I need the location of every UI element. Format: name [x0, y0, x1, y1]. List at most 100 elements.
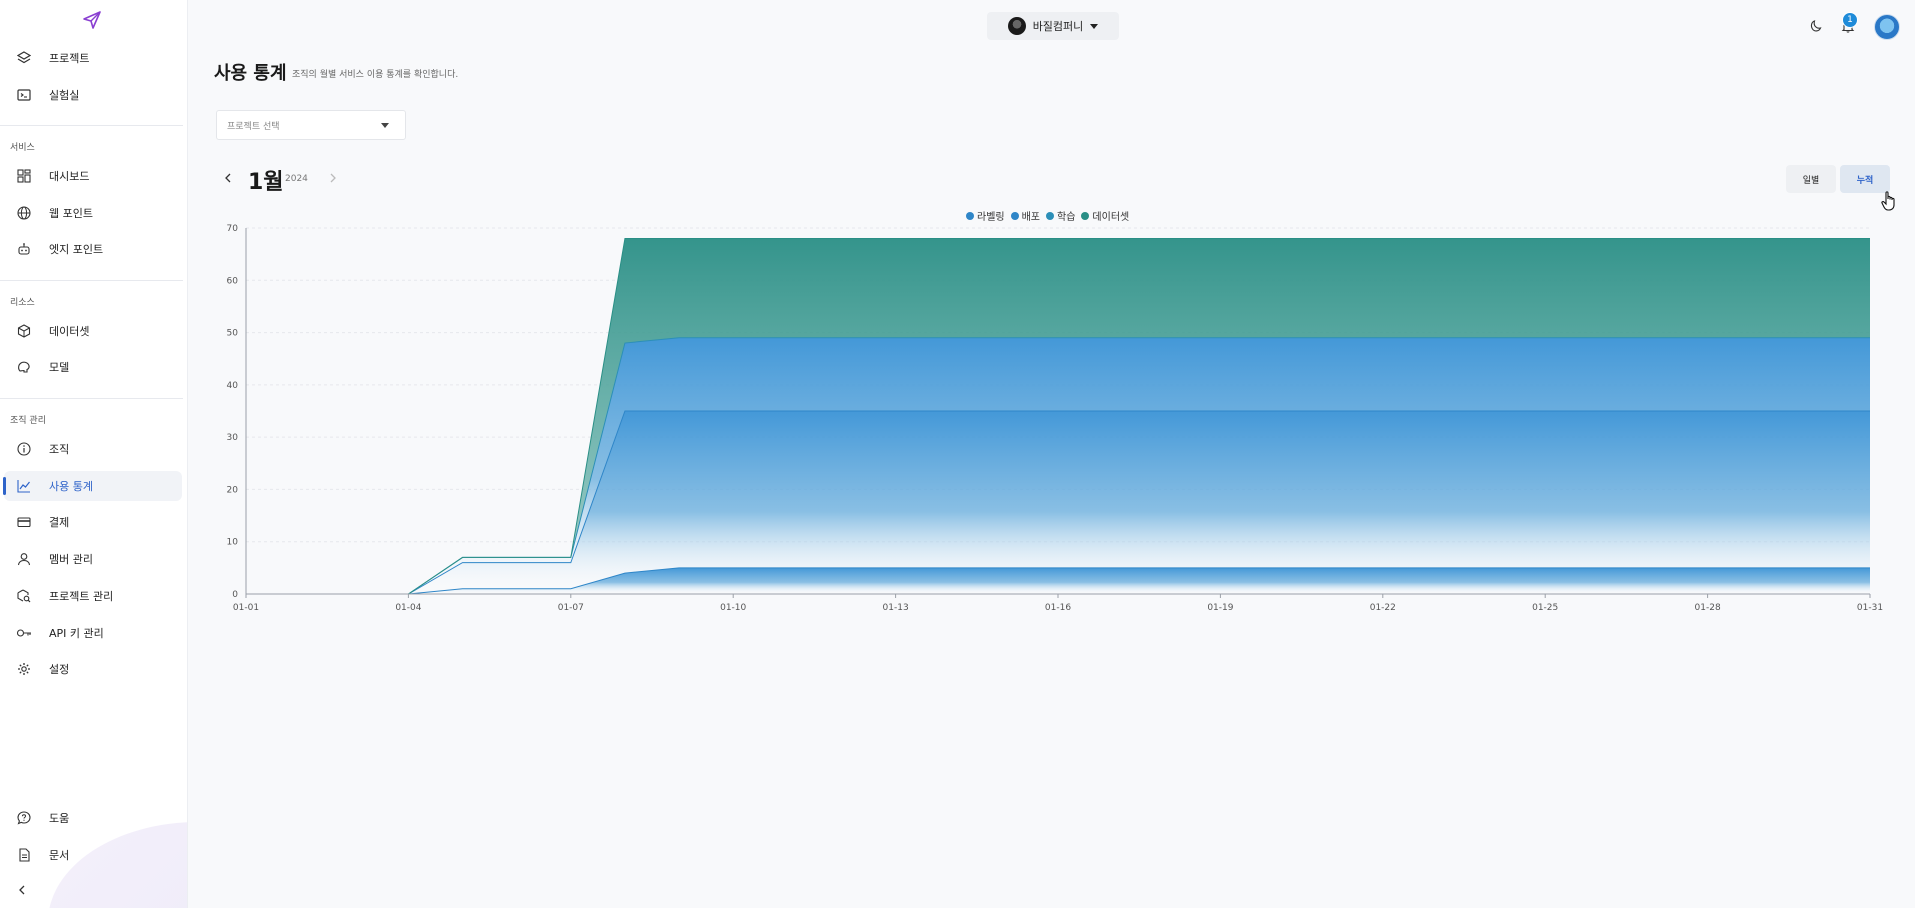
cube-icon: [14, 321, 34, 341]
legend-label: 라벨링: [977, 212, 1005, 223]
sidebar-item-settings[interactable]: 설정: [4, 654, 182, 684]
sidebar-divider: [0, 125, 183, 126]
sidebar-item-label: 도움: [49, 812, 70, 825]
layers-icon: [14, 48, 34, 68]
sidebar-item-dashboard[interactable]: 대시보드: [4, 161, 182, 191]
sidebar-item-label: 결제: [49, 516, 70, 529]
legend-dot: [1010, 211, 1019, 220]
legend-dot: [966, 211, 974, 220]
x-tick-label: 01-16: [1045, 603, 1071, 613]
sidebar-item-label: 웹 포인트: [49, 207, 93, 220]
sidebar-item-label: 사용 통계: [49, 480, 93, 493]
series-line-0: [246, 567, 1870, 595]
previous-month-chevron-left-icon[interactable]: [220, 170, 236, 186]
sidebar-item-label: 문서: [49, 849, 70, 862]
document-icon: [14, 845, 34, 865]
sidebar-item-label: 프로젝트: [49, 52, 90, 65]
y-tick-label: 60: [227, 276, 239, 286]
sidebar-item-label: 멤버 관리: [49, 553, 93, 566]
sidebar-item-organization[interactable]: 조직: [4, 434, 182, 464]
x-tick-label: 01-07: [558, 603, 584, 613]
x-tick-label: 01-04: [395, 603, 421, 613]
x-tick-label: 01-31: [1857, 603, 1883, 613]
sidebar-item-help[interactable]: 도움: [4, 803, 182, 833]
sidebar-item-label: 대시보드: [49, 170, 90, 183]
sidebar: 프로젝트 실험실 서비스 대시보드 웹 포인트 엣지 포인트 리소스 데이터셋 …: [0, 0, 188, 908]
notification-badge: 1: [1842, 12, 1858, 28]
chart-areas: [246, 238, 1870, 594]
year-label: 2024: [285, 174, 308, 184]
sidebar-item-docs[interactable]: 문서: [4, 840, 182, 870]
sidebar-item-lab[interactable]: 실험실: [4, 80, 182, 110]
y-tick-label: 70: [227, 224, 239, 234]
area-3: [246, 238, 1870, 594]
y-tick-label: 30: [227, 433, 239, 443]
legend-dot: [1081, 211, 1090, 220]
y-tick-label: 0: [232, 590, 238, 600]
brain-icon: [14, 357, 34, 377]
usage-area-chart: 0 10 20 30 40 50 60 70 01-01 01-04 01-07 01-10 01-13…: [227, 224, 1884, 613]
y-tick-label: 10: [227, 538, 239, 548]
legend-dot: [1046, 211, 1055, 220]
credit-card-icon: [14, 512, 34, 532]
project-select[interactable]: 프로젝트 선택: [216, 110, 406, 140]
organization-selector[interactable]: 바질컴퍼니: [987, 12, 1119, 40]
chart-axes: 0 10 20 30 40 50 60 70 01-01 01-04 01-07 01-10 01-13…: [227, 224, 1884, 613]
cumulative-toggle-button[interactable]: 누적: [1840, 165, 1890, 193]
section-title-resource: 리소스: [10, 298, 35, 308]
y-tick-label: 50: [227, 329, 239, 339]
dark-mode-moon-icon[interactable]: [1806, 16, 1826, 36]
sidebar-divider: [0, 280, 183, 281]
sidebar-item-members[interactable]: 멤버 관리: [4, 544, 182, 574]
page-title: 사용 통계: [214, 63, 287, 84]
globe-icon: [14, 203, 34, 223]
collapse-sidebar-chevron-left-icon[interactable]: [12, 880, 32, 900]
next-month-chevron-right-icon[interactable]: [325, 170, 341, 186]
section-title-service: 서비스: [10, 143, 35, 153]
sidebar-item-label: 엣지 포인트: [49, 243, 104, 256]
daily-toggle-button[interactable]: 일별: [1786, 165, 1836, 193]
sidebar-item-label: 프로젝트 관리: [49, 590, 114, 603]
dashboard-icon: [14, 166, 34, 186]
legend-label: 학습: [1057, 212, 1076, 223]
sidebar-item-dataset[interactable]: 데이터셋: [4, 316, 182, 346]
x-tick-label: 01-01: [233, 603, 259, 613]
terminal-icon: [14, 85, 34, 105]
month-label: 1월: [248, 170, 284, 195]
sidebar-item-web-point[interactable]: 웹 포인트: [4, 198, 182, 228]
legend-item-deploy[interactable]: 배포: [1010, 208, 1040, 223]
y-tick-label: 20: [227, 485, 239, 495]
sidebar-item-label: 실험실: [49, 89, 80, 102]
legend-item-training[interactable]: 학습: [1046, 208, 1075, 223]
info-icon: [14, 439, 34, 459]
x-tick-label: 01-10: [720, 603, 746, 613]
help-icon: [14, 808, 34, 828]
legend-item-labeling[interactable]: 라벨링: [966, 208, 1005, 223]
sidebar-item-projects[interactable]: 프로젝트: [4, 43, 182, 73]
series-line-3: [246, 237, 1870, 595]
sidebar-item-billing[interactable]: 결제: [4, 507, 182, 537]
sidebar-item-label: 설정: [49, 663, 70, 676]
sidebar-divider: [0, 398, 183, 399]
sidebar-item-api-keys[interactable]: API 키 관리: [4, 618, 182, 648]
project-select-placeholder: 프로젝트 선택: [227, 121, 280, 132]
chart-line-icon: [14, 476, 34, 496]
organization-avatar: [1007, 17, 1026, 35]
sidebar-item-label: API 키 관리: [49, 627, 104, 640]
sidebar-item-edge-point[interactable]: 엣지 포인트: [4, 234, 182, 264]
x-tick-label: 01-13: [883, 603, 909, 613]
paper-plane-logo-icon[interactable]: [82, 10, 102, 30]
sidebar-item-model[interactable]: 모델: [4, 352, 182, 382]
x-tick-label: 01-22: [1370, 603, 1396, 613]
legend-label: 데이터셋: [1092, 212, 1130, 223]
sidebar-item-usage-stats[interactable]: 사용 통계: [3, 471, 182, 501]
hand-cursor-icon: [1880, 190, 1898, 212]
x-tick-label: 01-28: [1695, 603, 1721, 613]
sidebar-item-project-management[interactable]: 프로젝트 관리: [4, 581, 182, 611]
legend-item-dataset[interactable]: 데이터셋: [1081, 208, 1129, 223]
caret-down-icon: [381, 123, 389, 128]
user-avatar[interactable]: [1874, 14, 1900, 40]
chart-lines: [246, 237, 1870, 595]
series-line-1: [246, 410, 1870, 595]
chart-legend: 라벨링 배포 학습 데이터셋: [966, 208, 1129, 223]
